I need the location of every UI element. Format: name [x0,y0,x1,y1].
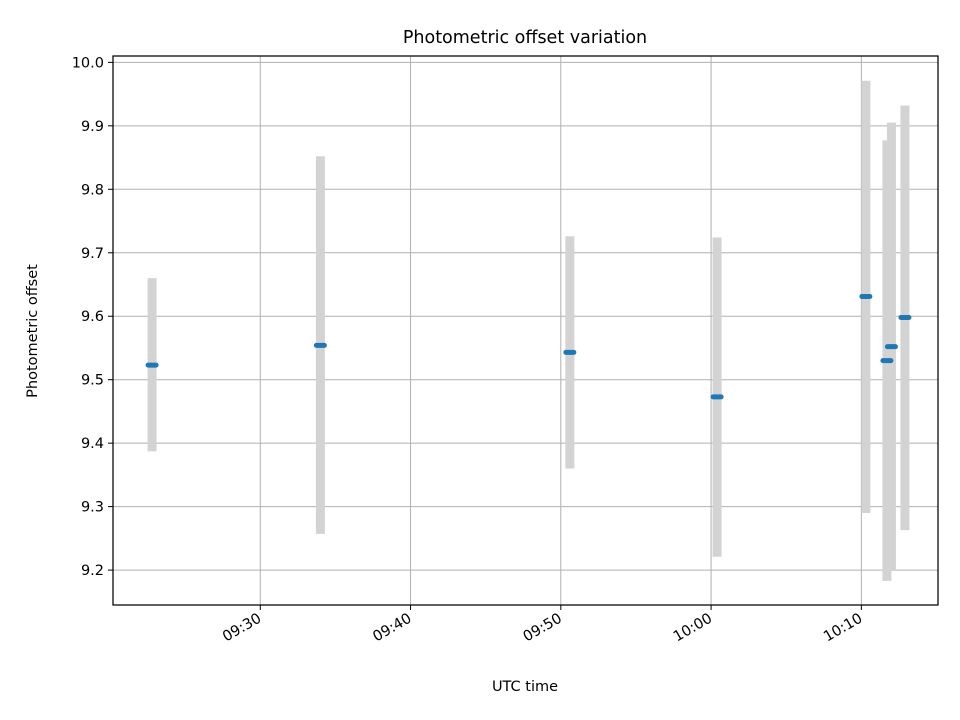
y-tick-label: 10.0 [72,55,104,71]
y-tick-label: 9.3 [81,500,104,516]
grid [113,56,938,605]
y-tick-label: 9.6 [81,309,104,325]
data-points [145,294,912,400]
x-axis-label: UTC time [492,679,558,695]
y-tick-label: 9.2 [81,563,104,579]
chart-title: Photometric offset variation [403,28,647,48]
y-tick-label: 9.5 [81,373,104,389]
y-axis-label: Photometric offset [25,264,41,398]
y-tick-label: 9.7 [81,246,104,262]
y-tick-label: 9.4 [81,436,104,452]
y-tick-label: 9.9 [81,119,104,135]
y-tick-label: 9.8 [81,182,104,198]
plot-frame [112,55,939,606]
